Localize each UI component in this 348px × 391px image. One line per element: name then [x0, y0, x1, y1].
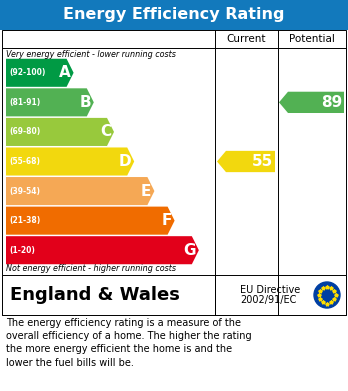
Text: Current: Current	[227, 34, 266, 44]
Text: F: F	[161, 213, 172, 228]
Text: Potential: Potential	[289, 34, 335, 44]
Text: (21-38): (21-38)	[9, 216, 40, 225]
Text: Very energy efficient - lower running costs: Very energy efficient - lower running co…	[6, 50, 176, 59]
Text: 2002/91/EC: 2002/91/EC	[240, 295, 296, 305]
Text: The energy efficiency rating is a measure of the
overall efficiency of a home. T: The energy efficiency rating is a measur…	[6, 318, 252, 368]
Text: E: E	[141, 183, 151, 199]
Text: A: A	[59, 65, 71, 80]
Bar	[0, 0, 348, 30]
Circle shape	[314, 282, 340, 308]
Text: 89: 89	[321, 95, 342, 110]
Text: (39-54): (39-54)	[9, 187, 40, 196]
Polygon shape	[6, 147, 134, 176]
Text: C: C	[100, 124, 111, 140]
Polygon shape	[6, 118, 114, 146]
Bar	[2, 275, 346, 315]
Text: (92-100): (92-100)	[9, 68, 45, 77]
Text: (1-20): (1-20)	[9, 246, 35, 255]
Text: B: B	[79, 95, 91, 110]
Polygon shape	[6, 206, 175, 235]
Polygon shape	[279, 92, 344, 113]
Text: Not energy efficient - higher running costs: Not energy efficient - higher running co…	[6, 264, 176, 273]
Polygon shape	[217, 151, 275, 172]
Polygon shape	[6, 236, 199, 264]
Polygon shape	[6, 177, 155, 205]
Text: England & Wales: England & Wales	[10, 286, 180, 304]
Text: Energy Efficiency Rating: Energy Efficiency Rating	[63, 7, 285, 23]
Text: G: G	[183, 243, 196, 258]
Polygon shape	[6, 88, 94, 117]
Text: 55: 55	[252, 154, 273, 169]
Polygon shape	[6, 59, 73, 87]
Text: (55-68): (55-68)	[9, 157, 40, 166]
Text: (81-91): (81-91)	[9, 98, 40, 107]
Text: D: D	[119, 154, 131, 169]
Text: EU Directive: EU Directive	[240, 285, 300, 295]
Bar	[2, 30, 346, 315]
Text: (69-80): (69-80)	[9, 127, 40, 136]
